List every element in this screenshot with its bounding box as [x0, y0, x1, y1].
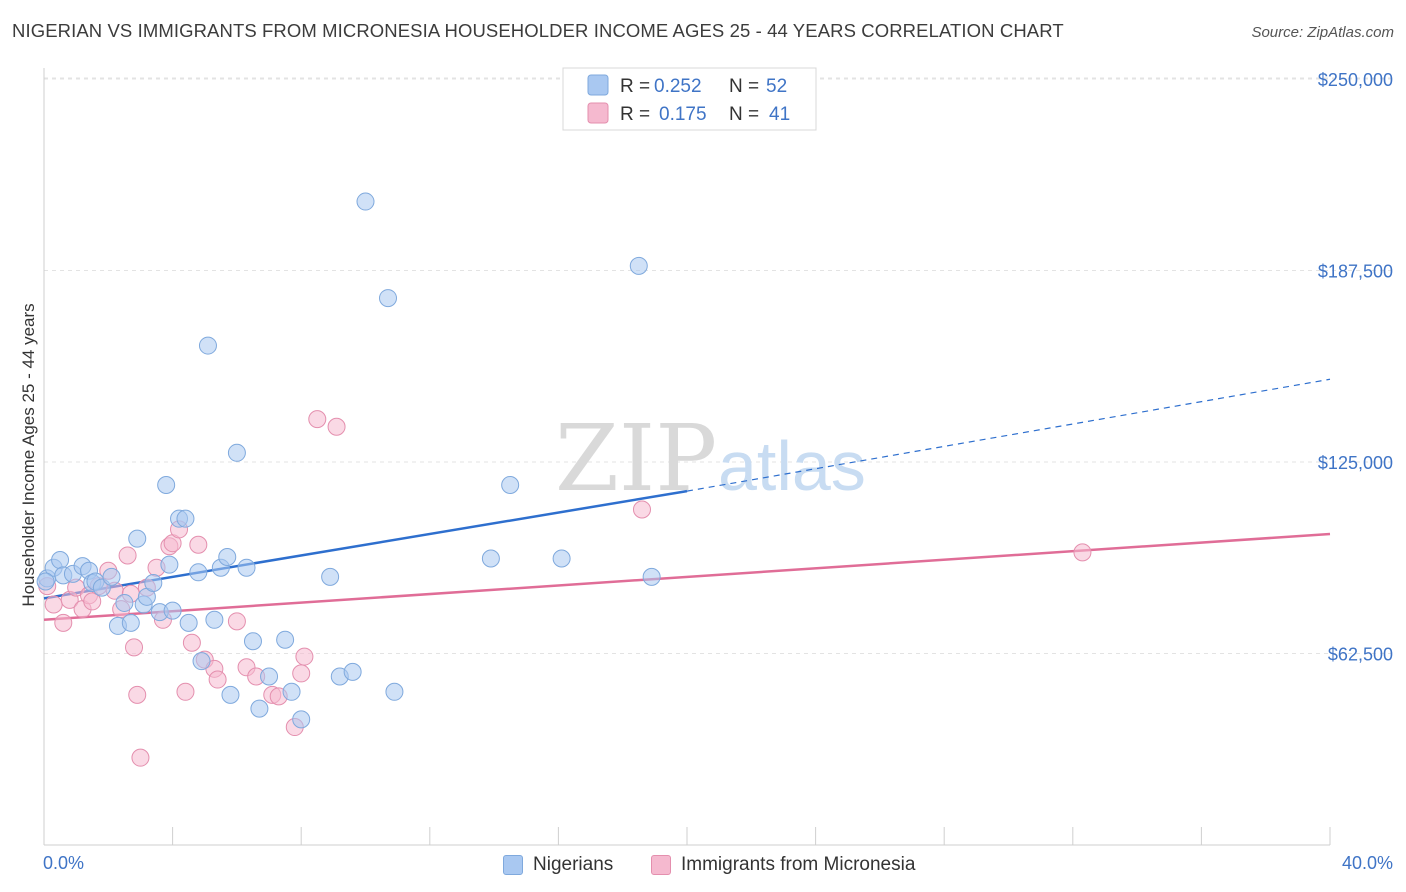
micronesia-point [54, 613, 73, 632]
micronesia-point [83, 592, 102, 611]
legend-label-micronesia: Immigrants from Micronesia [681, 854, 916, 875]
points-layer [36, 192, 1092, 767]
watermark: ZIP atlas [555, 405, 866, 512]
micronesia-point [182, 633, 201, 652]
nigerian-point [128, 529, 147, 548]
nigerian-point [343, 662, 362, 681]
nigerian-point [243, 632, 262, 651]
legend-n-value-1: 52 [766, 76, 787, 97]
nigerian-point [36, 572, 55, 591]
y-tick-label: $125,000 [1318, 453, 1393, 473]
nigerian-point [250, 699, 269, 718]
nigerian-point [144, 574, 163, 593]
legend-swatch-nigerians-bottom [503, 855, 523, 875]
nigerian-point [260, 667, 279, 686]
micronesia-point [308, 410, 327, 429]
y-tick-label: $250,000 [1318, 70, 1393, 90]
nigerian-point [198, 336, 217, 355]
nigerian-point [292, 710, 311, 729]
nigerian-point [176, 509, 195, 528]
micronesia-point [1073, 543, 1092, 562]
micronesia-point [208, 670, 227, 689]
legend-r-value-1: 0.252 [654, 76, 702, 97]
nigerian-point [282, 682, 301, 701]
stats-legend: R = 0.252 N = 52 R = 0.175 N = 41 [562, 67, 817, 131]
nigerian-point [205, 610, 224, 629]
legend-item-nigerians: Nigerians [503, 851, 613, 879]
legend-swatch-micronesia-bottom [651, 855, 671, 875]
nigerian-point [51, 551, 70, 570]
micronesia-point [44, 595, 63, 614]
nigerian-point [227, 443, 246, 462]
micronesia-trend-line [43, 532, 1331, 622]
micronesia-point [128, 685, 147, 704]
micronesia-point [131, 748, 150, 767]
nigerian-point [218, 547, 237, 566]
nigerian-point [276, 630, 295, 649]
micronesia-point [327, 417, 346, 436]
chart-title: NIGERIAN VS IMMIGRANTS FROM MICRONESIA H… [12, 20, 1064, 41]
nigerian-point [163, 601, 182, 620]
nigerian-point [501, 475, 520, 494]
nigerian-point [189, 563, 208, 582]
nigerian-point [160, 555, 179, 574]
y-tick-label: $62,500 [1328, 645, 1393, 665]
legend-label-nigerians: Nigerians [533, 854, 614, 875]
legend-item-micronesia: Immigrants from Micronesia [651, 851, 915, 879]
nigerian-point [221, 685, 240, 704]
nigerian-point [552, 549, 571, 568]
watermark-zip: ZIP [555, 405, 717, 512]
chart-source: Source: ZipAtlas.com [1251, 24, 1394, 41]
series-legend: Nigerians Immigrants from Micronesia [0, 851, 1406, 879]
micronesia-point [292, 664, 311, 683]
micronesia-point [189, 535, 208, 554]
watermark-atlas: atlas [718, 427, 866, 505]
micronesia-point [176, 682, 195, 701]
legend-n-label-2: N = [729, 104, 759, 125]
nigerian-point [179, 613, 198, 632]
legend-r-value-2: 0.175 [659, 104, 707, 125]
micronesia-point [632, 500, 651, 519]
nigerian-point [115, 593, 134, 612]
nigerian-point [385, 682, 404, 701]
nigerian-point [356, 192, 375, 211]
nigerian-point [629, 256, 648, 275]
legend-r-label-1: R = [620, 76, 650, 97]
legend-r-label-2: R = [620, 104, 650, 125]
nigerian-point [102, 567, 121, 586]
nigerian-point [379, 289, 398, 308]
legend-swatch-micronesia [587, 102, 609, 124]
micronesia-point [118, 546, 137, 565]
nigerian-point [121, 613, 140, 632]
x-tick-label-max: 40.0% [1342, 853, 1393, 873]
legend-swatch-nigerians [587, 74, 609, 96]
nigerians-trend-extension [686, 378, 1331, 492]
micronesia-point [125, 638, 144, 657]
axis-layer: $62,500 $125,000 $187,500 $250,000 0.0% 40.0% [43, 68, 1393, 873]
nigerian-point [237, 558, 256, 577]
micronesia-point [227, 612, 246, 631]
legend-n-value-2: 41 [769, 104, 790, 125]
nigerian-point [321, 567, 340, 586]
micronesia-point [295, 647, 314, 666]
x-tick-label-min: 0.0% [43, 853, 84, 873]
y-tick-label: $187,500 [1318, 262, 1393, 282]
nigerian-point [481, 549, 500, 568]
y-axis-label: Householder Income Ages 25 - 44 years [19, 303, 38, 606]
legend-n-label-1: N = [729, 76, 759, 97]
nigerian-point [157, 475, 176, 494]
nigerian-point [642, 567, 661, 586]
nigerian-point [192, 652, 211, 671]
